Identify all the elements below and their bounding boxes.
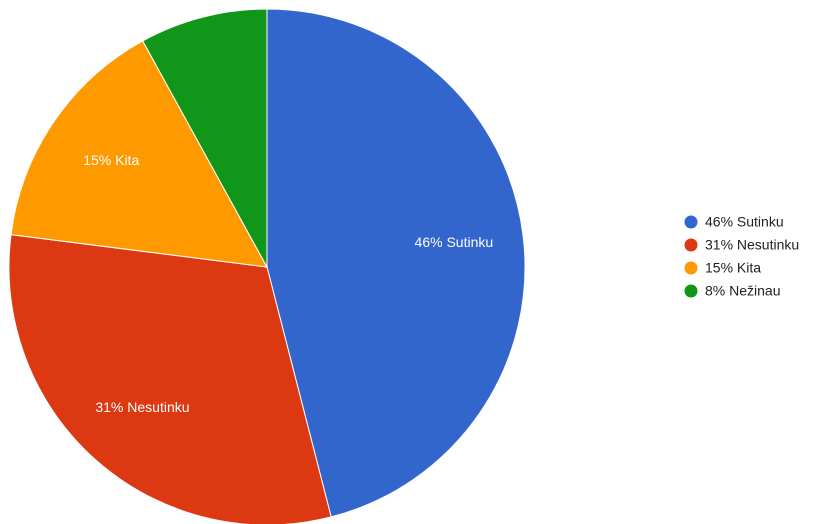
pie-slice	[10, 40, 268, 268]
pie-slice	[142, 8, 268, 268]
legend-label: 46% Sutinku	[705, 214, 784, 230]
legend-marker	[684, 238, 698, 252]
pie-slice	[266, 8, 526, 518]
legend-label: 31% Nesutinku	[705, 237, 799, 253]
legend-label: 15% Kita	[705, 260, 761, 276]
legend-marker	[684, 284, 698, 298]
slice-label: 46% Sutinku	[415, 234, 494, 250]
legend-marker	[684, 215, 698, 229]
slice-label: 31% Nesutinku	[95, 399, 189, 415]
slice-label: 15% Kita	[83, 152, 139, 168]
pie-slice	[8, 234, 332, 524]
legend-marker	[684, 261, 698, 275]
legend-label: 8% Nežinau	[705, 283, 781, 299]
